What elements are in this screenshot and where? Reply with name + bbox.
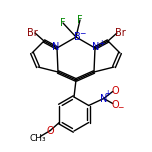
- Text: +: +: [105, 89, 111, 98]
- Text: O: O: [47, 126, 54, 135]
- Text: N: N: [92, 42, 100, 52]
- Text: O: O: [112, 100, 119, 109]
- Text: CH₃: CH₃: [30, 134, 47, 143]
- Text: N: N: [100, 93, 107, 104]
- Text: N: N: [52, 42, 60, 52]
- Text: F: F: [77, 15, 83, 25]
- Text: −: −: [79, 29, 85, 38]
- Text: Br: Br: [115, 28, 125, 38]
- Text: B: B: [74, 32, 80, 42]
- Text: Br: Br: [27, 28, 37, 38]
- Text: −: −: [117, 103, 124, 112]
- Text: +: +: [98, 38, 104, 47]
- Text: O: O: [112, 85, 119, 95]
- Text: F: F: [60, 18, 66, 28]
